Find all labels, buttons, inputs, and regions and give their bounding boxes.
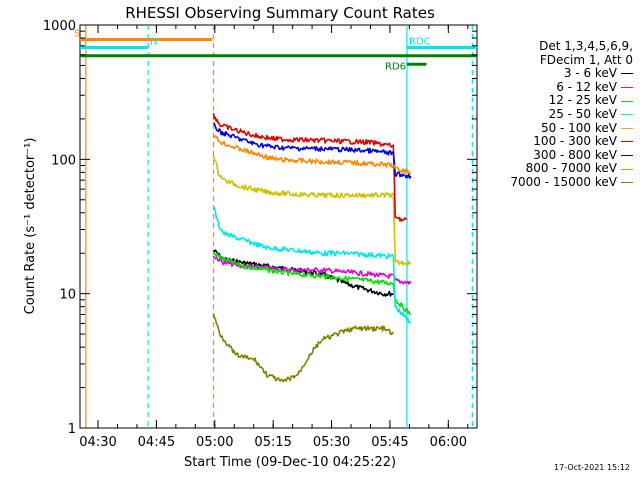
footer-timestamp: 17-Oct-2021 15:12 [554, 463, 630, 472]
series-line-8 [212, 313, 394, 383]
legend-label-0: 3 - 6 keV [563, 66, 617, 81]
series-line-7 [212, 135, 412, 174]
legend-swatch-0 [621, 73, 633, 75]
y-axis-label: Count Rate (s⁻¹ detector⁻¹) [23, 138, 38, 315]
y-tick-label-1: 10 [59, 288, 76, 303]
legend-item: 6 - 12 keV [483, 79, 633, 95]
series-group [212, 113, 412, 383]
legend-label-7: 800 - 7000 keV [525, 161, 617, 176]
legend-label-5: 100 - 300 keV [533, 134, 617, 149]
legend-label-1: 6 - 12 keV [556, 79, 617, 94]
marker-label-4: RDC [409, 36, 431, 47]
x-tick-label-3: 05:15 [254, 435, 291, 450]
x-axis: 04:30 04:45 05:00 05:15 05:30 05:45 06:00 [79, 25, 469, 450]
legend-label-8: 7000 - 15000 keV [510, 174, 617, 189]
state-markers: S N RD6 RDC [74, 28, 477, 72]
series-line-0 [212, 249, 394, 297]
legend-swatch-4 [621, 127, 633, 129]
event-lines [85, 25, 473, 428]
legend-item: 300 - 800 keV [483, 147, 633, 163]
legend-item: 25 - 50 keV [483, 106, 633, 122]
series-line-2 [213, 252, 411, 316]
series-line-4 [212, 155, 412, 266]
legend-swatch-3 [621, 114, 633, 116]
legend: Det 1,3,4,5,6,9, FDecim 1, Att 0 3 - 6 k… [483, 39, 633, 190]
y-axis: 1 10 100 1000 [43, 19, 477, 437]
x-tick-label-5: 05:45 [371, 435, 408, 450]
chart-title: RHESSI Observing Summary Count Rates [125, 4, 435, 22]
legend-header-detectors: Det 1,3,4,5,6,9, [539, 39, 633, 53]
y-tick-label-0: 1 [68, 422, 76, 437]
marker-label-3: RD6 [385, 61, 406, 72]
marker-label-0: S [74, 28, 80, 39]
x-tick-label-6: 06:00 [430, 435, 467, 450]
x-tick-label-4: 05:30 [313, 435, 350, 450]
y-tick-label-3: 1000 [43, 19, 76, 34]
series-line-3 [213, 206, 412, 325]
legend-item: 100 - 300 keV [483, 135, 633, 149]
legend-swatch-1 [621, 87, 633, 89]
series-line-6 [212, 122, 412, 179]
y-tick-label-2: 100 [51, 153, 76, 168]
series-line-1 [212, 255, 412, 285]
x-axis-label: Start Time (09-Dec-10 04:25:22) [184, 455, 396, 470]
legend-swatch-8 [621, 182, 633, 184]
x-tick-label-1: 04:45 [138, 435, 175, 450]
x-tick-label-2: 05:00 [196, 435, 233, 450]
legend-label-2: 12 - 25 keV [548, 93, 617, 108]
plot-frame [79, 24, 478, 429]
legend-swatch-5 [621, 141, 633, 143]
legend-item: 12 - 25 keV [483, 94, 633, 108]
x-tick-label-0: 04:30 [79, 435, 116, 450]
legend-header-decimation: FDecim 1, Att 0 [539, 52, 633, 67]
legend-label-6: 300 - 800 keV [533, 147, 617, 162]
legend-item: 3 - 6 keV [483, 67, 633, 81]
series-line-5 [212, 113, 408, 222]
legend-swatch-2 [621, 100, 633, 102]
legend-swatch-6 [621, 155, 633, 157]
legend-item: 7000 - 15000 keV [483, 174, 633, 190]
legend-label-4: 50 - 100 keV [540, 120, 617, 135]
legend-item: 50 - 100 keV [483, 120, 633, 136]
legend-label-3: 25 - 50 keV [548, 106, 617, 121]
legend-swatch-7 [621, 168, 633, 170]
legend-item: 800 - 7000 keV [483, 162, 633, 176]
marker-label-1: N [150, 36, 157, 47]
